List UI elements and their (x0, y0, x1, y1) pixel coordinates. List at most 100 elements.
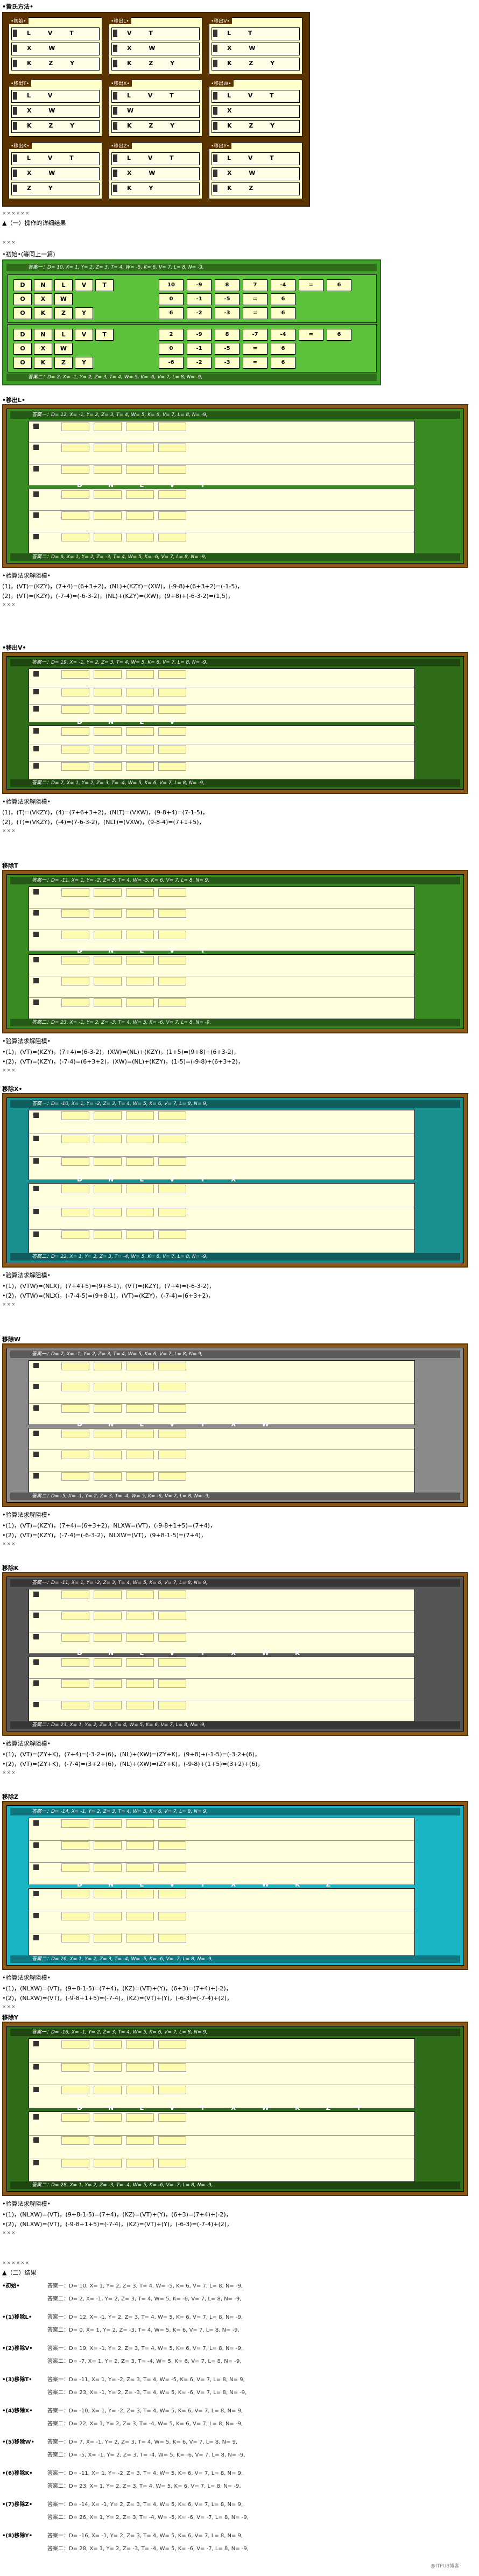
separator: ×××××× (2, 211, 30, 216)
row-marker-icon (33, 2041, 39, 2046)
row-marker-icon (33, 1701, 39, 1707)
block-cell (126, 1472, 154, 1481)
block-cell (158, 464, 186, 474)
card-row: V T (111, 27, 200, 40)
block-row (29, 2062, 414, 2086)
grid-letter: T (95, 279, 114, 291)
block-cell (61, 1658, 89, 1667)
block-cell (61, 1934, 89, 1942)
card-row: K Z Y (11, 120, 100, 133)
row-marker-icon (113, 122, 117, 130)
block-row (29, 669, 414, 687)
grid-value: 8 (215, 279, 240, 291)
block-cell (61, 1185, 89, 1193)
verify-line: (1)，(VT)=(KZY)，(7+4)=(6+3+2)，(NL)+(KZY)=… (2, 583, 243, 590)
grid-letter: W (54, 343, 73, 355)
block-cell (158, 1207, 186, 1216)
row-marker-icon (33, 2160, 39, 2166)
grid-value: = (299, 329, 323, 341)
letter-card: •移出Y• L V T X W K Z (209, 142, 302, 199)
block-formula-top: 答案一：D= 12, X= -1, Y= 2, Z= 3, T= 4, W= 5… (10, 411, 460, 419)
block-cell (126, 1207, 154, 1216)
block-cell (126, 1679, 154, 1688)
block-inner: 答案一：D= -10, X= 1, Y= -2, Z= 3, T= 4, W= … (6, 1097, 464, 1263)
block-cell (94, 490, 122, 499)
page-title: •黄氏方法• (2, 3, 34, 10)
block-row (29, 1700, 414, 1721)
block-cell (126, 1157, 154, 1166)
grid-letter: W (54, 293, 73, 305)
block-cell (61, 1404, 89, 1413)
card-row-text: K Z Y (227, 60, 283, 67)
grid-letter: V (75, 279, 93, 291)
block-cell (158, 2040, 186, 2049)
verify-line: (1)，(T)=(VKZY)，(4)=(7+6+3+2)，(NLT)=(VXW)… (2, 809, 209, 816)
verify-title: •验算法求解阻模• (2, 2200, 51, 2207)
block-cell (61, 1890, 89, 1898)
card-row-text: X W (27, 107, 63, 114)
card-row-text: K Z Y (27, 122, 82, 129)
block-row (29, 1184, 414, 1207)
block-cell (61, 1157, 89, 1166)
result-answer-a: 答案一：D= 10, X= 1, Y= 2, Z= 3, T= 4, W= -5… (47, 2283, 243, 2289)
block-cell (158, 1111, 186, 1120)
block-subgrid (29, 421, 415, 485)
block-cell (94, 1230, 122, 1240)
block-cell (158, 1134, 186, 1143)
result-label: •(1)移除L• (2, 2314, 32, 2320)
block-cell (94, 977, 122, 986)
row-marker-icon (33, 533, 39, 539)
block-cell (61, 727, 89, 736)
grid-value: -4 (271, 279, 295, 291)
block-cell (94, 2136, 122, 2145)
card-row-text: K Z Y (227, 122, 283, 129)
block-cell (126, 1632, 154, 1642)
block-subgrid (29, 1818, 415, 1885)
grid-value: 6 (271, 357, 295, 369)
row-marker-icon (13, 30, 17, 37)
row-marker-icon (33, 957, 39, 962)
card-row-text: X W (27, 170, 63, 177)
card-row-text: Z Y (27, 185, 60, 192)
card-row-text: K Y (127, 185, 161, 192)
block-row (29, 2039, 414, 2063)
block-cell (61, 532, 89, 541)
card-row: K Z Y (11, 58, 100, 71)
block-subgrid (29, 726, 415, 779)
block-row (29, 887, 414, 909)
block-row (29, 726, 414, 744)
grid-value: 6 (159, 307, 184, 319)
row-marker-icon (213, 30, 217, 37)
init-grid: D N L V T O X W O K Z Y 2 -9 8 -7 -4 = 6 0 -1 -5 = 6 -6 -2 -3 = 6 (8, 324, 377, 372)
grid-value: = (243, 357, 267, 369)
block-cell (94, 1362, 122, 1370)
block-row (29, 1589, 414, 1611)
grid-value: = (243, 307, 267, 319)
block-cell (94, 670, 122, 679)
block-cell (126, 1362, 154, 1370)
block-cell (158, 1472, 186, 1481)
letter-card: •移出V• L T X W K Z Y (209, 17, 302, 74)
section-b-title: ▲（二）结果 (2, 2269, 37, 2276)
block-row (29, 1678, 414, 1700)
row-marker-icon (33, 1186, 39, 1191)
separator: ××× (2, 1542, 16, 1547)
block-subgrid (29, 1360, 415, 1425)
card-row-text: L V T (227, 154, 281, 161)
block-cell (126, 1611, 154, 1621)
row-marker-icon (33, 1431, 39, 1436)
block-formula-top: 答案一：D= -11, X= 1, Y= -2, Z= 3, T= 4, W= … (10, 877, 460, 884)
grid-value: 7 (243, 279, 267, 291)
letter-card: •移出T• L V X W K Z Y (9, 80, 102, 137)
block-cell (158, 1362, 186, 1370)
block-cell (126, 464, 154, 474)
separator: ××× (2, 1770, 16, 1776)
row-marker-icon (33, 978, 39, 984)
block-cell (158, 511, 186, 520)
separator: ××× (2, 602, 16, 608)
block-row (29, 1361, 414, 1383)
verify-line: •(2)，(NLXW)=(VT)，(-9-8+1+5)=(-7-4)，(KZ)=… (2, 1995, 233, 2002)
block-cell (94, 1912, 122, 1920)
grid-value: -6 (159, 357, 184, 369)
result-answer-b: 答案二：D= 23, X= -1, Y= 2, Z= -3, T= 4, W= … (47, 2390, 247, 2396)
